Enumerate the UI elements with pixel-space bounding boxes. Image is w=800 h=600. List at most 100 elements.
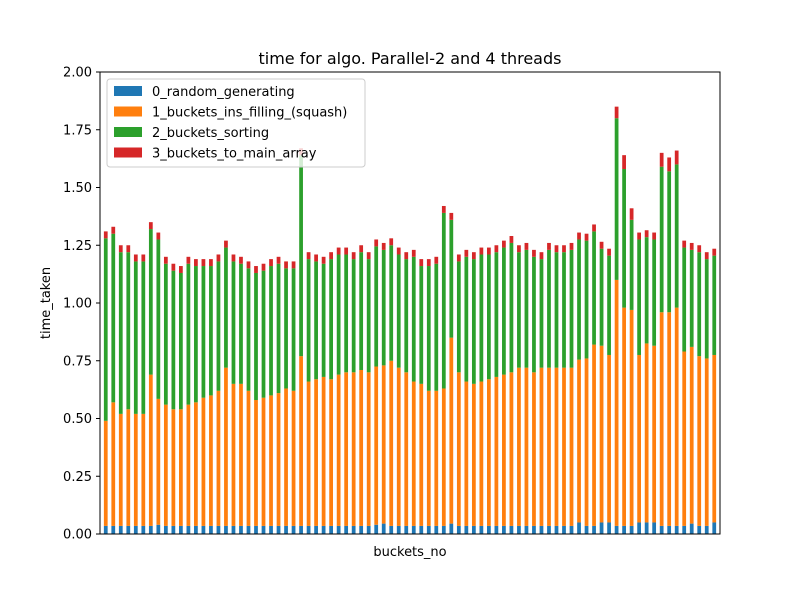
bar-segment-2-70 <box>629 219 634 310</box>
bar-segment-1-67 <box>607 354 611 523</box>
bar-segment-1-30 <box>329 379 333 526</box>
bar-segment-2-43 <box>426 266 431 391</box>
bar-segment-0-50 <box>479 525 484 534</box>
bar-segment-3-57 <box>532 249 536 257</box>
bar-segment-0-48 <box>464 525 469 534</box>
bar-segment-2-75 <box>667 171 672 313</box>
bar-segment-2-16 <box>224 247 228 368</box>
bar-segment-0-49 <box>471 525 476 534</box>
bar-segment-1-47 <box>456 372 461 526</box>
bar-segment-0-22 <box>269 525 273 534</box>
bar-segment-3-27 <box>306 252 311 260</box>
bar-segment-1-60 <box>554 367 559 526</box>
bar-segment-2-77 <box>682 247 687 352</box>
chart-title: time for algo. Parallel-2 and 4 threads <box>259 49 562 68</box>
bar-segment-3-16 <box>224 240 228 248</box>
bar-segment-3-39 <box>396 247 401 255</box>
bar-segment-3-76 <box>674 150 679 165</box>
bar-segment-2-37 <box>381 249 386 366</box>
bar-segment-1-14 <box>209 395 213 526</box>
bar-segment-3-71 <box>637 232 641 240</box>
bar-segment-1-74 <box>659 312 664 526</box>
bar-segment-0-38 <box>389 525 394 534</box>
bar-segment-1-66 <box>599 345 604 523</box>
bar-segment-3-32 <box>344 247 349 255</box>
bar-segment-2-81 <box>712 255 717 355</box>
y-tick-label-8: 2.00 <box>63 66 92 81</box>
bar-segment-1-21 <box>261 397 266 526</box>
y-axis: 0.00 0.25 0.50 0.75 1.00 1.25 1.50 1.75 2.00 <box>63 66 100 543</box>
bar-segment-1-31 <box>336 374 341 526</box>
bar-segment-0-75 <box>667 525 672 534</box>
bar-segment-3-18 <box>239 256 243 264</box>
bar-segment-2-69 <box>622 169 626 308</box>
legend-label-1: 1_buckets_ins_filling_(squash) <box>152 106 347 121</box>
bar-segment-3-14 <box>209 259 213 267</box>
bar-segment-3-49 <box>471 252 476 260</box>
bar-segment-1-2 <box>118 413 123 526</box>
bar-segment-0-32 <box>344 525 349 534</box>
bar-segment-2-10 <box>179 272 183 410</box>
bar-segment-2-67 <box>607 255 611 355</box>
bar-segment-1-27 <box>306 381 311 526</box>
bar-segment-2-78 <box>689 249 694 347</box>
bar-segment-2-14 <box>209 266 213 396</box>
bar-segment-1-78 <box>689 346 694 524</box>
bar-segment-0-26 <box>299 525 303 534</box>
bar-segment-3-40 <box>404 252 409 260</box>
bar-segment-1-49 <box>471 383 476 526</box>
bar-segment-3-4 <box>133 254 138 262</box>
bar-segment-3-25 <box>291 261 296 269</box>
bar-segment-0-2 <box>118 525 123 534</box>
bar-segment-1-12 <box>194 402 198 526</box>
bar-segment-0-44 <box>434 525 439 534</box>
legend-swatch-3 <box>114 147 142 158</box>
bar-segment-3-54 <box>509 236 514 243</box>
bar-segment-2-25 <box>291 268 296 391</box>
bar-segment-2-62 <box>569 249 574 368</box>
bar-segment-1-73 <box>652 345 657 523</box>
bar-segment-1-43 <box>426 390 431 526</box>
bar-segment-0-79 <box>697 525 702 534</box>
bar-segment-3-31 <box>336 247 341 255</box>
bar-segment-2-39 <box>396 254 401 368</box>
bar-segment-3-72 <box>644 230 649 238</box>
bar-segment-0-55 <box>517 525 521 534</box>
bar-segment-0-53 <box>502 525 506 534</box>
bar-segment-1-15 <box>216 390 221 526</box>
bar-segment-2-34 <box>359 252 364 370</box>
bar-segment-2-53 <box>502 247 506 375</box>
bar-segment-3-35 <box>366 252 371 260</box>
bar-segment-3-3 <box>126 245 131 253</box>
bar-segment-3-48 <box>464 249 469 257</box>
bar-segment-0-51 <box>487 525 491 534</box>
bar-segment-0-78 <box>689 523 694 534</box>
bar-segment-1-22 <box>269 395 273 526</box>
bar-segment-2-22 <box>269 266 273 396</box>
bar-segment-1-56 <box>524 367 529 526</box>
bar-segment-3-59 <box>547 242 551 250</box>
bar-segment-3-60 <box>554 245 559 253</box>
bar-segment-1-50 <box>479 381 484 526</box>
bar-segment-3-24 <box>284 261 288 269</box>
bar-segment-3-20 <box>254 266 258 273</box>
bar-segment-0-17 <box>231 525 236 534</box>
bar-segment-2-44 <box>434 263 439 391</box>
bar-segment-0-29 <box>321 525 326 534</box>
bar-segment-0-11 <box>186 525 191 534</box>
bar-segment-2-17 <box>231 261 236 384</box>
bar-segment-3-58 <box>539 252 544 260</box>
bar-segment-1-35 <box>366 372 371 526</box>
bar-segment-3-6 <box>148 222 153 230</box>
bar-segment-1-32 <box>344 372 349 526</box>
bar-segment-0-13 <box>201 525 206 534</box>
y-tick-label-3: 0.75 <box>63 354 92 369</box>
bar-segment-1-39 <box>396 367 401 526</box>
bar-segment-1-17 <box>231 383 236 526</box>
bar-segment-3-37 <box>381 242 386 250</box>
bar-segment-2-59 <box>547 249 551 368</box>
bar-segment-2-2 <box>118 252 123 414</box>
bar-segment-0-33 <box>351 525 356 534</box>
bar-segment-3-2 <box>118 245 123 253</box>
bar-segment-3-70 <box>629 208 634 220</box>
